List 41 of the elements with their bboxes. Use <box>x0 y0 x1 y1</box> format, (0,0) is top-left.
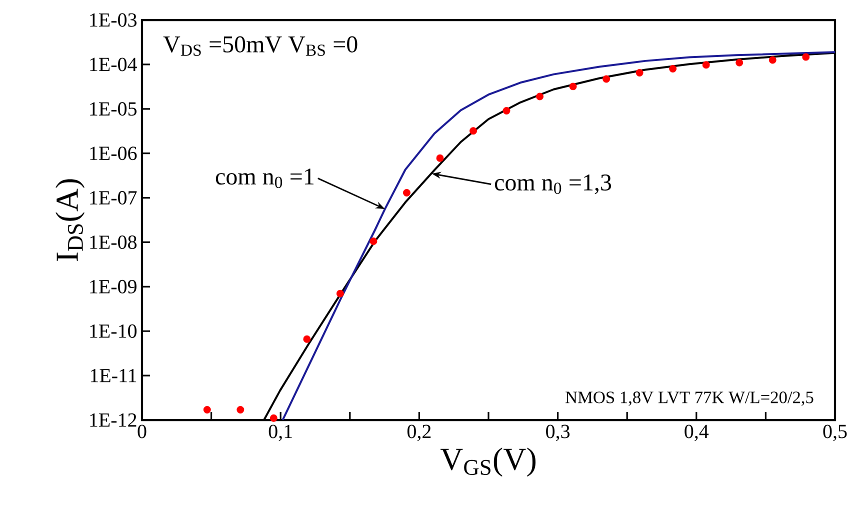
point <box>602 75 610 83</box>
point <box>802 53 810 61</box>
annotation: com n$_{0}$ =1,3 <box>494 174 612 194</box>
point <box>636 69 644 77</box>
x-axis-title: V$_{GS}$(V) <box>440 448 536 477</box>
point <box>336 290 344 298</box>
point <box>236 406 244 414</box>
annotation: com n$_{0}$ =1 <box>216 168 314 188</box>
x-tick-label: 0,3 <box>546 424 570 442</box>
y-tick-label: 1E-03 <box>90 13 137 27</box>
y-tick-label: 1E-11 <box>90 368 136 382</box>
x-tick-label: 0,4 <box>684 424 709 442</box>
point <box>768 56 776 64</box>
point <box>502 106 510 114</box>
point <box>270 414 278 422</box>
point <box>370 238 378 246</box>
y-axis-title: I$_{DS}$(A) <box>56 179 85 262</box>
point <box>736 58 744 66</box>
point <box>203 406 211 414</box>
annotation: NMOS 1,8V LVT 77K W/L=20/2,5 <box>566 392 814 406</box>
x-tick-label: 0,1 <box>268 424 292 442</box>
point <box>669 65 677 72</box>
y-tick-label: 1E-06 <box>90 146 137 160</box>
point <box>303 335 311 343</box>
y-tick-label: 1E-09 <box>90 280 136 294</box>
y-tick-label: 1E-07 <box>90 191 137 205</box>
point <box>569 82 577 90</box>
y-tick-label: 1E-05 <box>90 102 137 116</box>
x-tick-label: 0,2 <box>407 424 431 442</box>
y-tick-label: 1E-04 <box>90 58 137 72</box>
y-tick-label: 1E-12 <box>90 413 136 427</box>
point <box>702 61 710 69</box>
x-tick-label: 0,5 <box>823 424 847 442</box>
annotation: V$_{DS}$ =50mV V$_{BS}$ =0 <box>163 36 358 56</box>
point <box>470 127 477 135</box>
point <box>402 188 410 196</box>
y-tick-label: 1E-10 <box>90 324 137 338</box>
x-tick-label: 0 <box>138 424 146 438</box>
point <box>536 92 544 100</box>
point <box>436 154 444 162</box>
y-tick-label: 1E-08 <box>90 235 137 249</box>
